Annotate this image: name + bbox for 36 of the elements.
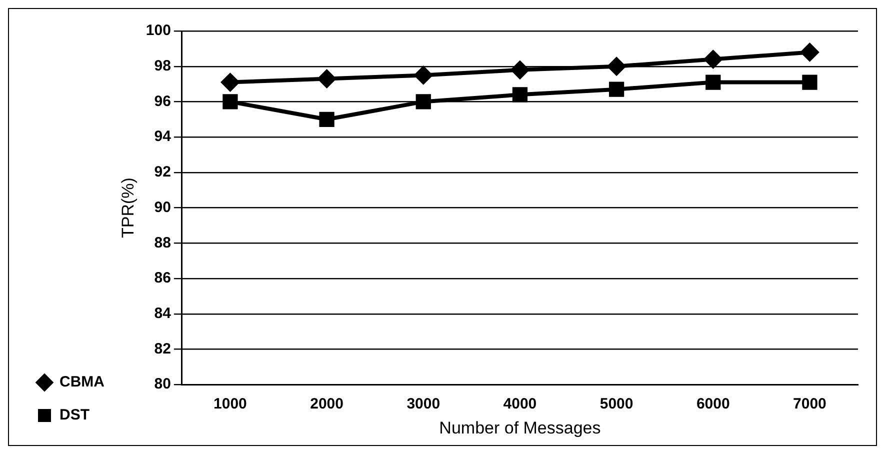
point: [317, 69, 336, 88]
point: [414, 66, 433, 85]
point: [704, 50, 723, 69]
x-tick-label: 3000: [406, 396, 440, 413]
point: [220, 72, 240, 92]
point: [607, 56, 626, 76]
point: [512, 87, 528, 102]
y-tick-label: 98: [154, 58, 171, 74]
point: [800, 42, 820, 62]
y-tick-label: 100: [146, 22, 171, 40]
point: [222, 94, 238, 110]
y-tick-label: 80: [154, 376, 171, 393]
point: [319, 112, 334, 127]
x-tick-label: 7000: [793, 396, 826, 413]
x-tick-label: 4000: [503, 396, 537, 413]
legend-label: DST: [60, 406, 90, 424]
y-tick-label: 92: [154, 164, 171, 181]
x-tick-label: 6000: [696, 396, 730, 413]
point: [802, 74, 818, 90]
x-tick-label: 5000: [600, 396, 634, 413]
point: [416, 94, 431, 110]
y-tick-label: 84: [154, 305, 172, 322]
point: [608, 82, 624, 97]
point: [510, 60, 530, 80]
legend-label: CBMA: [60, 374, 105, 391]
x-tick-label: 1000: [214, 396, 247, 413]
x-axis-title: Number of Messages: [439, 418, 601, 438]
y-tick-label: 82: [154, 340, 171, 358]
y-axis-title: TPR(%): [118, 178, 138, 238]
x-tick-label: 2000: [310, 396, 344, 413]
point: [706, 74, 721, 90]
y-tick-label: 86: [154, 270, 171, 287]
y-tick-label: 88: [154, 234, 171, 252]
y-tick-label: 94: [154, 128, 172, 146]
y-tick-label: 96: [154, 92, 171, 110]
y-tick-label: 90: [154, 198, 171, 216]
